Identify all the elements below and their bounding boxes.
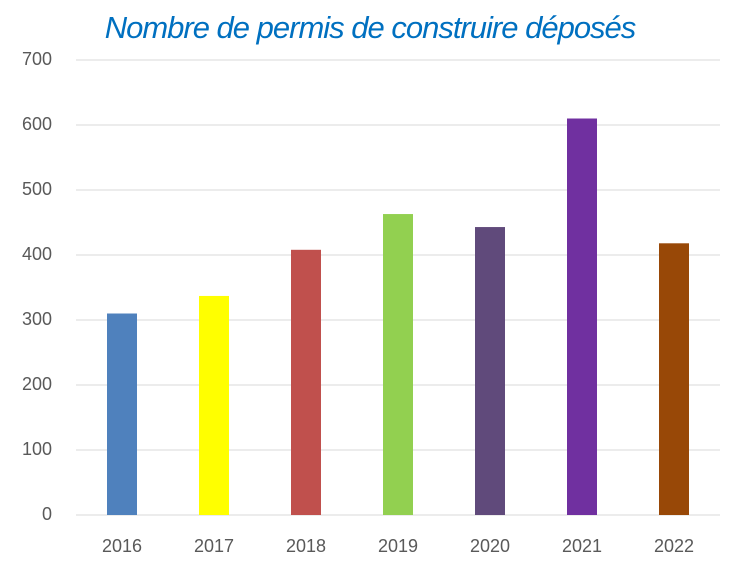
y-tick-label: 400: [22, 244, 52, 264]
y-tick-label: 500: [22, 179, 52, 199]
y-tick-label: 200: [22, 374, 52, 394]
y-tick-label: 0: [42, 504, 52, 524]
bar: [107, 313, 137, 515]
y-tick-label: 700: [22, 49, 52, 69]
bar: [659, 243, 689, 516]
chart-title: Nombre de permis de construire déposés: [105, 10, 636, 45]
x-tick-label: 2020: [470, 536, 510, 556]
bar: [291, 249, 321, 516]
bar: [383, 214, 413, 516]
bar: [567, 118, 597, 515]
x-tick-label: 2018: [286, 536, 326, 556]
x-tick-label: 2017: [194, 536, 234, 556]
x-tick-label: 2022: [654, 536, 694, 556]
bar: [199, 295, 229, 515]
y-tick-label: 600: [22, 114, 52, 134]
x-tick-label: 2021: [562, 536, 602, 556]
x-tick-label: 2016: [102, 536, 142, 556]
y-tick-label: 100: [22, 439, 52, 459]
bar: [475, 227, 505, 516]
x-tick-label: 2019: [378, 536, 418, 556]
y-tick-label: 300: [22, 309, 52, 329]
